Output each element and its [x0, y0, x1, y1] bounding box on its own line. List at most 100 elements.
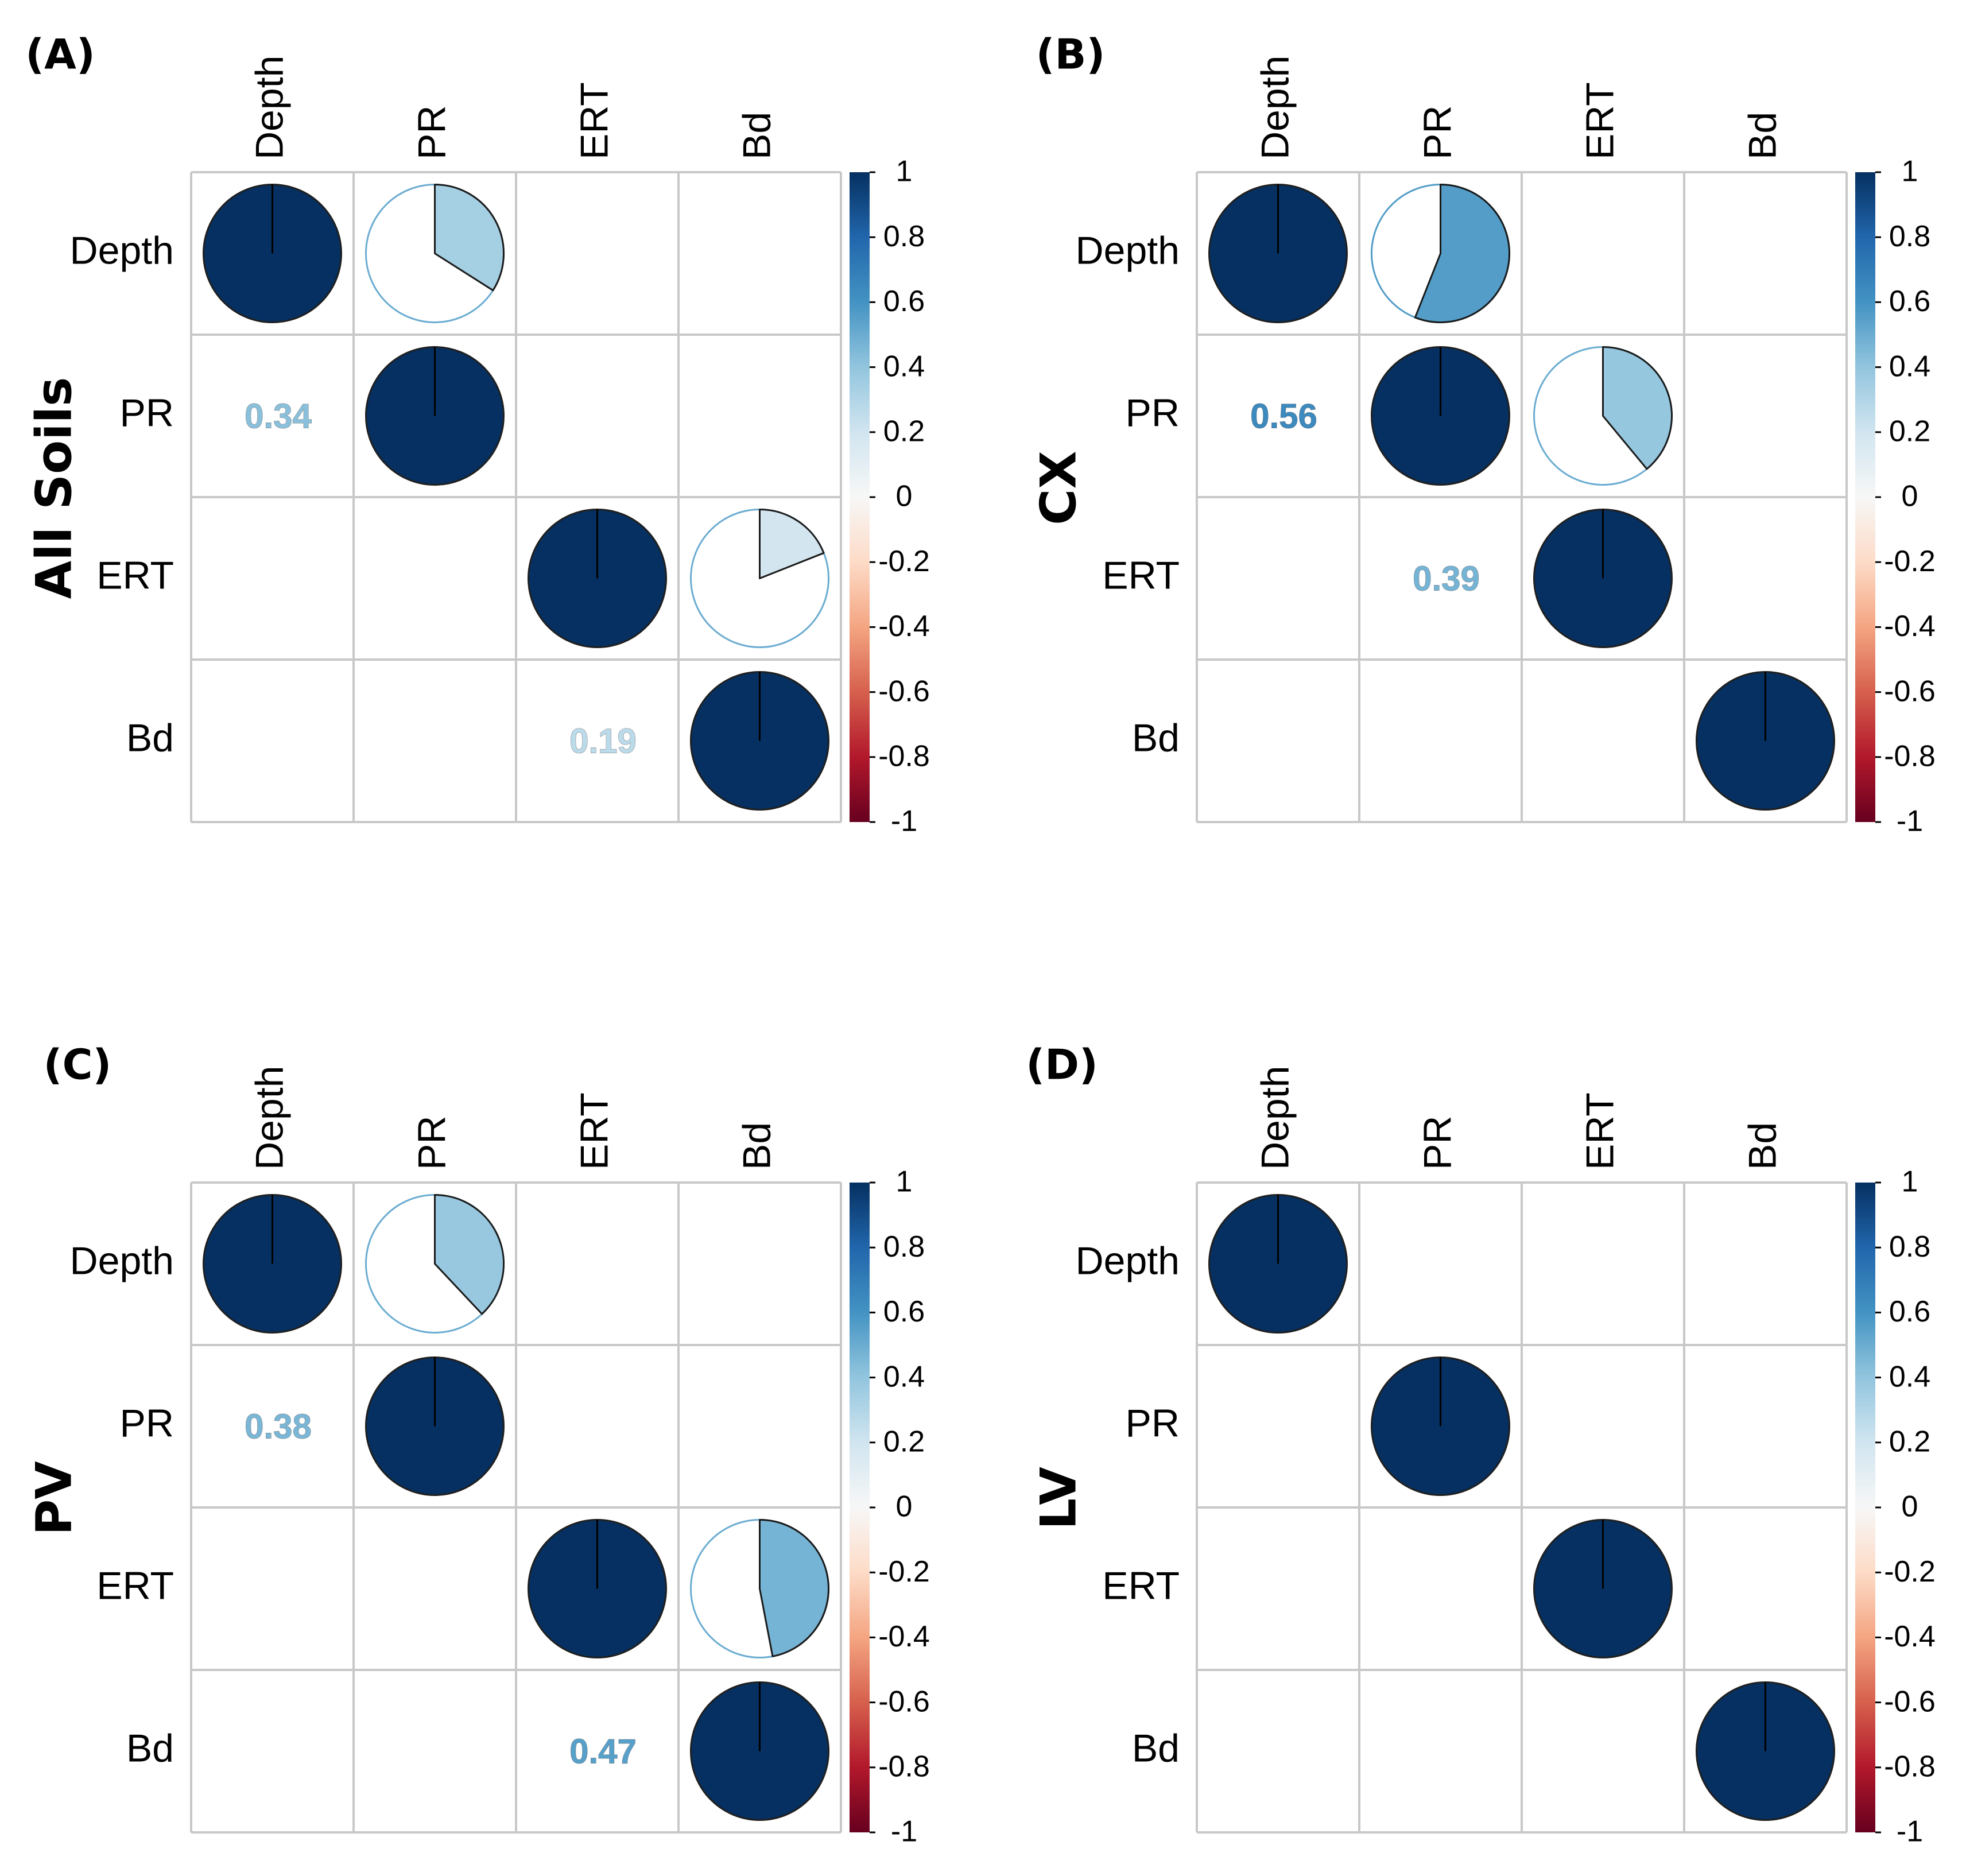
panel-d: (D) LV Depth Depth PR PR ERT ERT Bd Bd 1 0.8 0.6 0.4 0… [1026, 1041, 1936, 1848]
pie-partial [690, 509, 829, 648]
pie-full [1533, 1519, 1673, 1658]
row-label: Bd [126, 1726, 174, 1770]
colorbar-tick-label: 0.2 [1889, 1425, 1930, 1459]
row-label: Bd [1132, 716, 1180, 759]
colorbar-tick-label: 0.8 [883, 1230, 925, 1263]
column-label: PR [1416, 1116, 1459, 1170]
row-label: PR [1126, 391, 1180, 435]
column-label: ERT [572, 82, 616, 160]
row-label: PR [120, 1401, 174, 1445]
colorbar-tick-label: 1 [896, 1165, 913, 1199]
colorbar-tick-label: -0.2 [878, 1555, 930, 1588]
colorbar-tick-label: 0.8 [1889, 1230, 1930, 1263]
pie-full [1533, 509, 1673, 648]
row-label: PR [120, 391, 174, 435]
row-label: ERT [96, 553, 174, 597]
row-label: Bd [126, 716, 174, 759]
colorbar-tick-label: -1 [1897, 1815, 1923, 1848]
correlation-coefficient: 0.56 [1250, 397, 1317, 435]
column-label: ERT [1578, 82, 1622, 160]
column-label: Depth [247, 56, 291, 160]
row-label: Depth [70, 228, 174, 272]
group-label: CX [1030, 451, 1087, 525]
colorbar-tick-label: 0.8 [1889, 220, 1930, 253]
column-label: ERT [1578, 1092, 1622, 1170]
colorbar-tick-label: -0.6 [878, 675, 930, 708]
colorbar-tick-label: -0.4 [1884, 610, 1936, 643]
pie-slice [1414, 184, 1511, 323]
column-label: Bd [1740, 1122, 1784, 1170]
colorbar-tick-label: 0.2 [883, 1425, 925, 1459]
colorbar-tick-label: -0.6 [1884, 675, 1936, 708]
column-label: Bd [735, 1122, 778, 1170]
colorbar-tick-label: -0.2 [878, 545, 930, 578]
colorbar [1855, 1183, 1875, 1832]
group-label: All Soils [25, 377, 83, 599]
colorbar-tick-label: 0.4 [1889, 1360, 1930, 1393]
pie-full [528, 1519, 667, 1658]
colorbar-tick-label: 0.8 [883, 220, 925, 253]
group-label: PV [25, 1461, 83, 1536]
pie-full [690, 671, 829, 811]
pie-partial [365, 1194, 505, 1334]
correlation-coefficient: 0.34 [245, 397, 312, 435]
colorbar [850, 1183, 870, 1832]
column-label: Depth [1253, 56, 1297, 160]
column-label: Depth [247, 1066, 291, 1170]
colorbar-tick-label: -0.2 [1884, 1555, 1936, 1588]
colorbar-tick-label: 0 [896, 1490, 913, 1524]
pie-partial [1533, 346, 1673, 486]
column-label: Bd [735, 112, 778, 160]
pie-slice [434, 184, 505, 292]
colorbar-tick-label: -1 [891, 805, 917, 838]
colorbar [1855, 172, 1875, 822]
colorbar-tick-label: 0 [896, 480, 913, 513]
panel-letter: (D) [1026, 1041, 1098, 1089]
pie-full [528, 509, 667, 648]
pie-full [1371, 346, 1510, 486]
pie-full [690, 1681, 829, 1821]
group-label: LV [1030, 1467, 1087, 1530]
pie-partial [365, 184, 505, 323]
pie-full [203, 184, 342, 323]
colorbar-tick-label: -0.4 [878, 1620, 930, 1653]
row-label: Depth [70, 1239, 174, 1282]
pie-slice [434, 1194, 505, 1315]
pie-slice [1602, 346, 1673, 470]
colorbar-tick-label: -0.4 [878, 610, 930, 643]
colorbar-tick-label: 0.6 [1889, 285, 1930, 318]
row-label: ERT [96, 1564, 174, 1607]
correlation-coefficient: 0.19 [569, 722, 637, 760]
panel-b: (B) CX Depth Depth PR PR ERT ERT Bd Bd 0.56 0.39 1 0.… [1030, 30, 1935, 838]
colorbar-tick-label: 1 [1902, 155, 1918, 188]
colorbar-tick-label: 0.4 [883, 350, 925, 383]
row-label: ERT [1102, 1564, 1180, 1607]
row-label: Bd [1132, 1726, 1180, 1770]
correlation-coefficient: 0.38 [245, 1407, 312, 1445]
colorbar-tick-label: 0.2 [1889, 415, 1930, 448]
colorbar-tick-label: 1 [896, 155, 913, 188]
pie-full [365, 1356, 505, 1496]
colorbar-tick-label: 0.2 [883, 415, 925, 448]
colorbar-tick-label: -1 [1897, 805, 1923, 838]
column-label: ERT [572, 1092, 616, 1170]
colorbar-tick-label: 0.6 [1889, 1295, 1930, 1328]
colorbar-tick-label: 0 [1902, 480, 1918, 513]
row-label: PR [1126, 1401, 1180, 1445]
colorbar-tick-label: 0 [1902, 1490, 1918, 1524]
panel-letter: (B) [1036, 30, 1106, 79]
pie-full [365, 346, 505, 486]
pie-partial [1371, 184, 1511, 323]
pie-full [1371, 1356, 1510, 1496]
pie-partial [690, 1519, 829, 1658]
panel-letter: (C) [44, 1041, 112, 1089]
pie-full [1208, 184, 1348, 323]
colorbar-tick-label: -0.4 [1884, 1620, 1936, 1653]
colorbar-tick-label: -0.8 [1884, 740, 1936, 773]
pie-full [1696, 1681, 1835, 1821]
colorbar [850, 172, 870, 822]
panel-letter: (A) [25, 30, 95, 79]
colorbar-tick-label: -0.2 [1884, 545, 1936, 578]
colorbar-tick-label: -1 [891, 1815, 917, 1848]
